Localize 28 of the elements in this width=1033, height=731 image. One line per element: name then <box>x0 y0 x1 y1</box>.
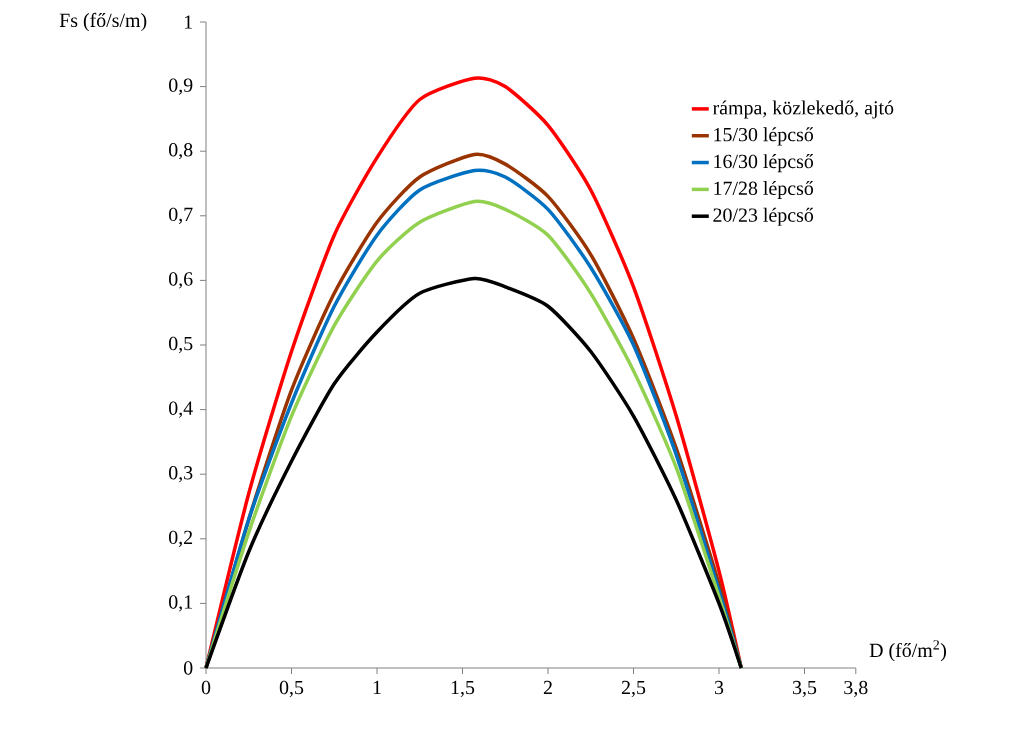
y-tick-label: 0,1 <box>169 595 192 612</box>
legend-label: 20/23 lépcső <box>713 207 814 226</box>
y-tick-label: 0,3 <box>169 466 193 483</box>
y-axis-title: Fs (fő/s/m) <box>59 12 147 32</box>
x-tick-label: 3 <box>714 680 724 695</box>
x-tick-label: 3,8 <box>844 680 868 698</box>
legend-label: 15/30 lépcső <box>714 127 814 146</box>
y-tick-label: 0 <box>183 661 193 675</box>
legend-label: rámpa, közlekedő, ajtó <box>712 100 894 119</box>
y-tick-label: 0,4 <box>169 401 193 418</box>
y-tick-label: 0,7 <box>169 207 193 224</box>
y-tick-label: 0,2 <box>169 530 193 547</box>
legend-label: 16/30 lépcső <box>714 154 814 173</box>
x-tick-label: 2 <box>543 680 552 695</box>
line-series <box>204 276 743 670</box>
x-tick-label: 0 <box>201 680 211 695</box>
x-tick-label: 3,5 <box>793 680 817 698</box>
y-tick-label: 0,5 <box>169 336 193 354</box>
x-tick-label: 0,5 <box>279 680 304 698</box>
x-tick-label: 1 <box>373 680 381 694</box>
legend-label: 17/28 lépcső <box>714 180 814 200</box>
y-tick-label: 0,8 <box>169 143 193 160</box>
x-tick-label: 1,5 <box>451 680 475 698</box>
x-axis-title: D (fő/m$^{2}$) <box>869 640 947 662</box>
y-tick-label: 1 <box>184 15 192 29</box>
x-tick-label: 2,5 <box>621 680 646 698</box>
y-tick-label: 0,6 <box>169 272 193 289</box>
y-tick-label: 0,9 <box>169 78 193 95</box>
